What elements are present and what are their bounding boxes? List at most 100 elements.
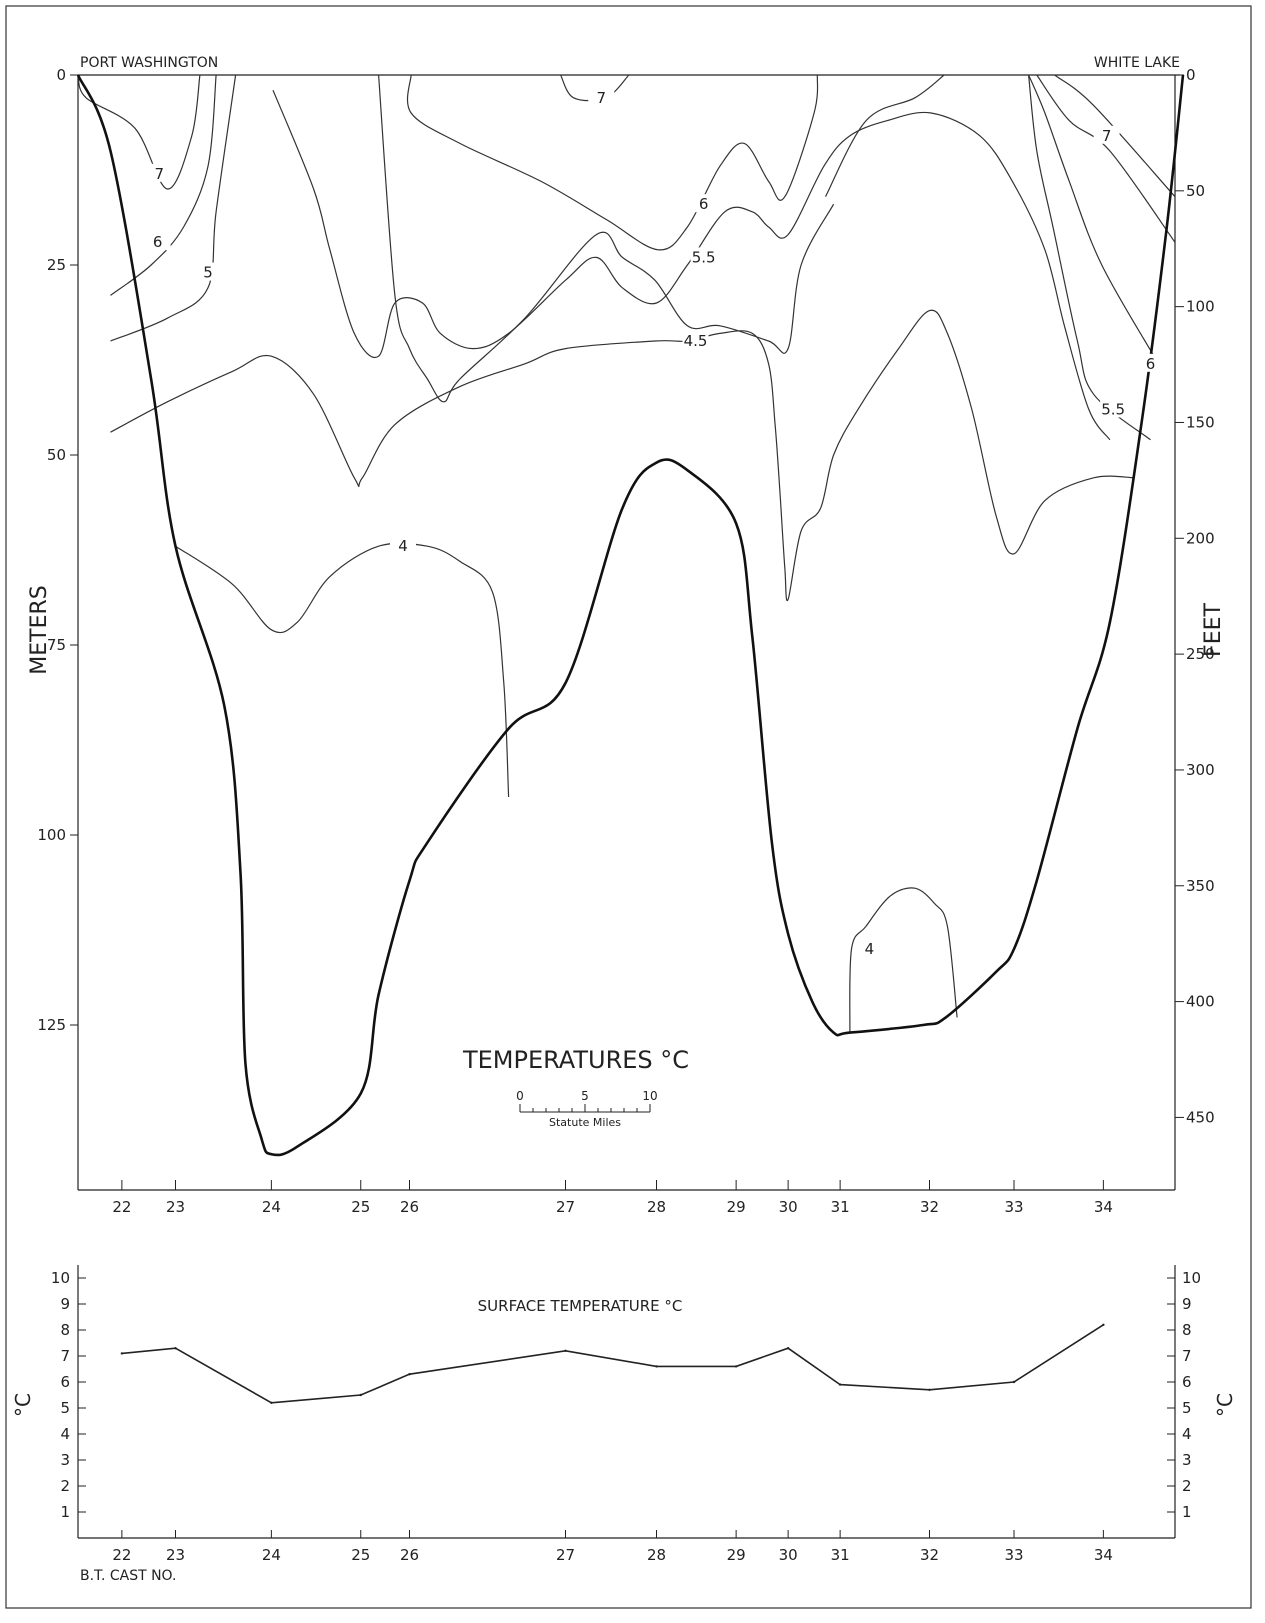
cast-tick-label: 32 xyxy=(920,1198,939,1216)
isotherm-label-bg xyxy=(690,194,717,213)
surface-y-tick-label-right: 7 xyxy=(1182,1347,1192,1365)
feet-ticks: 0 50 100 150 200 250 300 350 400 450 xyxy=(1175,66,1215,1126)
surface-x-tick-label: 32 xyxy=(920,1546,939,1564)
surface-y-tick-label-right: 9 xyxy=(1182,1295,1192,1313)
feet-tick-label: 350 xyxy=(1186,877,1215,895)
surface-y-tick-label-left: 4 xyxy=(60,1425,70,1443)
lake-bottom-profile xyxy=(76,74,1185,1157)
cast-tick-label: 24 xyxy=(262,1198,281,1216)
feet-tick-label: 250 xyxy=(1186,645,1215,663)
isotherm-label-bg xyxy=(146,163,173,182)
surface-x-tick-label: 25 xyxy=(351,1546,370,1564)
surface-x-tick-label: 30 xyxy=(779,1546,798,1564)
isotherm-label-bg xyxy=(856,939,883,957)
isotherm-label: 5.5 xyxy=(692,248,716,266)
cast-tick-label: 28 xyxy=(647,1198,666,1216)
isotherm-label-bg xyxy=(1137,353,1164,372)
isotherm-label-bg xyxy=(588,87,615,106)
isotherm-8 xyxy=(1054,74,1176,198)
isotherm-label: 5.5 xyxy=(1101,400,1125,418)
isotherm-6 xyxy=(110,74,217,296)
scale-bar-tick-label: 5 xyxy=(581,1089,589,1103)
cast-ticks-section: 22 23 24 25 26 27 28 29 30 31 32 33 34 xyxy=(112,1180,1113,1216)
cast-tick-label: 22 xyxy=(112,1198,131,1216)
surface-x-tick-label: 22 xyxy=(112,1546,131,1564)
isotherm-7 xyxy=(1036,74,1176,243)
surface-x-ticks: 22 23 24 25 26 27 28 29 30 31 32 33 34 xyxy=(112,1530,1113,1564)
isotherm-6 xyxy=(406,74,819,251)
isotherm-4-5 xyxy=(110,309,1135,602)
surface-y-tick-label-left: 2 xyxy=(60,1477,70,1495)
isotherm-4 xyxy=(849,887,958,1033)
surface-y-tick-label-left: 6 xyxy=(60,1373,70,1391)
surface-y-tick-label-left: 9 xyxy=(60,1295,70,1313)
isotherm-label-bg xyxy=(1100,399,1127,418)
surface-y-tick-label-right: 6 xyxy=(1182,1373,1192,1391)
isotherm-label-bg xyxy=(390,536,416,555)
cast-tick-label: 25 xyxy=(351,1198,370,1216)
surface-y-tick-label-left: 1 xyxy=(60,1503,70,1521)
right-axis-label: FEET xyxy=(1201,602,1226,656)
isotherm-label-bg xyxy=(195,262,221,281)
surface-left-ylabel: °C xyxy=(11,1393,35,1417)
isotherm-label: 5 xyxy=(203,264,213,282)
isotherm-label: 6 xyxy=(1146,355,1156,373)
surface-x-tick-label: 33 xyxy=(1004,1546,1023,1564)
surface-temperature-chart: SURFACE TEMPERATURE °C °C °C 1 12 23 34 45 56… xyxy=(11,1265,1237,1584)
surface-y-tick-label-left: 5 xyxy=(60,1399,70,1417)
section-title: TEMPERATURES °C xyxy=(462,1046,689,1074)
surface-x-tick-label: 31 xyxy=(831,1546,850,1564)
meters-tick-label: 125 xyxy=(37,1016,66,1034)
surface-temperature-point xyxy=(838,1383,842,1386)
isotherm-label: 4.5 xyxy=(684,332,708,350)
surface-y-tick-label-right: 2 xyxy=(1182,1477,1192,1495)
surface-temperature-point xyxy=(1102,1323,1105,1327)
surface-x-tick-label: 24 xyxy=(262,1546,281,1564)
surface-y-tick-label-right: 8 xyxy=(1182,1321,1192,1339)
isotherm-label-bg xyxy=(1093,125,1120,144)
cast-tick-label: 30 xyxy=(779,1198,798,1216)
cast-tick-label: 26 xyxy=(400,1198,419,1216)
meters-tick-label: 100 xyxy=(37,826,66,844)
surface-x-tick-label: 27 xyxy=(556,1546,575,1564)
isotherm-5 xyxy=(110,74,237,342)
surface-y-tick-label-left: 7 xyxy=(60,1347,70,1365)
surface-y-tick-label-left: 3 xyxy=(60,1451,70,1469)
meters-tick-label: 75 xyxy=(47,636,66,654)
isotherm-6 xyxy=(824,74,945,197)
cast-tick-label: 23 xyxy=(166,1198,185,1216)
page-border xyxy=(5,5,1252,1609)
isotherm-5 xyxy=(378,74,835,403)
feet-tick-label: 300 xyxy=(1186,761,1215,779)
scale-bar: Statute Miles 0 5 10 xyxy=(516,1089,657,1129)
isotherm-5-5 xyxy=(1028,74,1151,441)
surface-x-tick-label: 29 xyxy=(727,1546,746,1564)
surface-y-ticks: 1 1 2 2 3 3 4 4 5 5 6 6 7 7 8 8 9 9 10 10 xyxy=(51,1269,1201,1521)
feet-tick-label: 150 xyxy=(1186,413,1215,431)
isotherm-5-5 xyxy=(272,89,1111,441)
surface-temperature-line xyxy=(121,1324,1104,1404)
isotherm-label: 7 xyxy=(1102,127,1112,145)
surface-temperature-point xyxy=(120,1352,124,1355)
x-axis-label: B.T. CAST NO. xyxy=(80,1568,176,1584)
isotherm-label: 4 xyxy=(398,537,408,555)
feet-tick-label: 100 xyxy=(1186,298,1215,316)
surface-y-tick-label-right: 10 xyxy=(1182,1269,1201,1287)
isotherm-label-bg xyxy=(682,331,709,349)
isotherm-7 xyxy=(77,74,201,190)
surface-right-ylabel: °C xyxy=(1213,1393,1237,1417)
scale-bar-label: Statute Miles xyxy=(549,1116,621,1129)
surface-x-tick-label: 26 xyxy=(400,1546,419,1564)
surface-temperature-point xyxy=(928,1388,931,1392)
feet-tick-label: 400 xyxy=(1186,993,1215,1011)
feet-tick-label: 450 xyxy=(1186,1108,1215,1126)
isotherm-label-bg xyxy=(144,232,171,251)
surface-temperature-point xyxy=(1012,1380,1016,1384)
isotherm-6 xyxy=(1028,74,1160,365)
feet-tick-label: 0 xyxy=(1186,66,1196,84)
surface-temperature-point xyxy=(564,1349,567,1353)
feet-tick-label: 200 xyxy=(1186,529,1215,547)
surface-temperature-point xyxy=(270,1401,273,1405)
feet-tick-label: 50 xyxy=(1186,182,1205,200)
